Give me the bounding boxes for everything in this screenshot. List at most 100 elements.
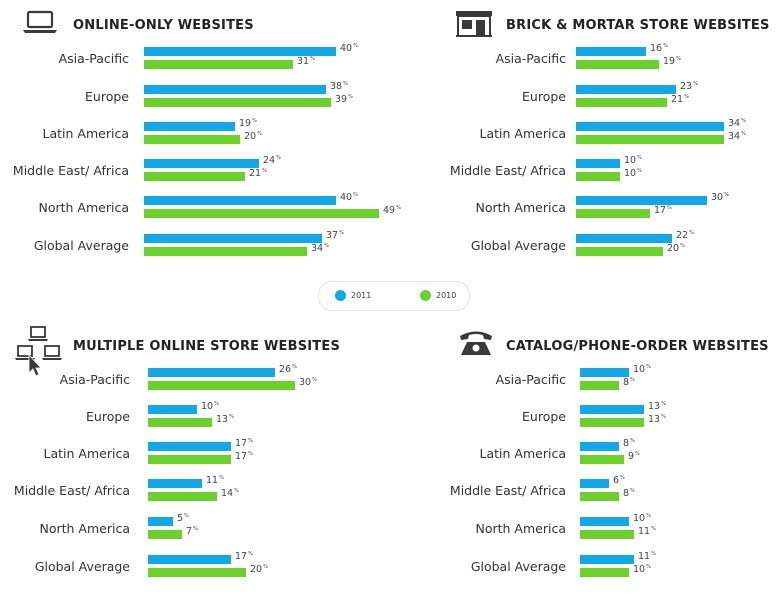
- region-label-latin-america: Latin America: [43, 446, 130, 461]
- value-label-2010-global-average: 34%: [311, 243, 329, 254]
- value-unit: %: [635, 451, 640, 457]
- region-label-middle-east-africa: Middle East/ Africa: [449, 483, 566, 498]
- value-unit: %: [263, 564, 268, 570]
- region-label-north-america: North America: [475, 521, 567, 536]
- value-number: 10: [633, 564, 646, 575]
- bar-2010-europe: [576, 98, 667, 107]
- value-label-2011-middle-east-africa: 24%: [263, 155, 281, 166]
- value-number: 8: [623, 377, 630, 388]
- bar-2011-north-america: [580, 517, 629, 526]
- value-unit: %: [661, 401, 666, 407]
- value-unit: %: [741, 131, 746, 137]
- region-label-europe: Europe: [86, 409, 130, 424]
- value-label-2011-latin-america: 8%: [623, 438, 635, 449]
- bar-2010-north-america: [576, 209, 650, 218]
- bar-2011-middle-east-africa: [580, 479, 609, 488]
- bar-2010-middle-east-africa: [576, 172, 620, 181]
- value-label-2011-global-average: 11%: [638, 551, 656, 562]
- value-unit: %: [229, 414, 234, 420]
- value-unit: %: [630, 488, 635, 494]
- region-label-global-average: Global Average: [470, 559, 566, 574]
- value-label-2011-middle-east-africa: 6%: [613, 475, 625, 486]
- panel-title-multiple-online: MULTIPLE ONLINE STORE WEBSITES: [73, 339, 341, 354]
- value-unit: %: [193, 526, 198, 532]
- bar-2010-europe: [144, 98, 331, 107]
- region-label-latin-america: Latin America: [479, 126, 566, 141]
- bar-2011-europe: [148, 405, 197, 414]
- value-label-2011-asia-pacific: 40%: [340, 43, 358, 54]
- value-unit: %: [348, 94, 353, 100]
- value-number: 34: [728, 131, 741, 142]
- value-label-2011-north-america: 30%: [711, 192, 729, 203]
- panel-title-catalog-phone: CATALOG/PHONE-ORDER WEBSITES: [506, 339, 769, 354]
- value-number: 13: [216, 414, 229, 425]
- value-unit: %: [693, 81, 698, 87]
- value-unit: %: [339, 230, 344, 236]
- value-unit: %: [353, 43, 358, 49]
- value-unit: %: [248, 451, 253, 457]
- region-label-global-average: Global Average: [470, 238, 566, 253]
- region-label-europe: Europe: [85, 89, 129, 104]
- value-unit: %: [651, 551, 656, 557]
- bar-2011-europe: [576, 85, 676, 94]
- bar-2011-asia-pacific: [580, 368, 629, 377]
- bar-2011-latin-america: [148, 442, 231, 451]
- region-label-latin-america: Latin America: [42, 126, 129, 141]
- value-number: 19: [663, 56, 676, 67]
- value-label-2010-latin-america: 34%: [728, 131, 746, 142]
- bar-2010-global-average: [576, 247, 663, 256]
- value-number: 23: [680, 81, 693, 92]
- value-number: 10: [624, 168, 637, 179]
- bar-2011-global-average: [144, 234, 322, 243]
- value-number: 31: [297, 56, 310, 67]
- value-label-2011-north-america: 5%: [177, 513, 189, 524]
- value-number: 13: [648, 401, 661, 412]
- value-label-2010-europe: 13%: [648, 414, 666, 425]
- bar-2010-europe: [148, 418, 212, 427]
- value-label-2010-europe: 13%: [216, 414, 234, 425]
- value-unit: %: [252, 118, 257, 124]
- value-unit: %: [651, 526, 656, 532]
- value-unit: %: [637, 168, 642, 174]
- region-label-asia-pacific: Asia-Pacific: [59, 372, 130, 387]
- value-label-2010-north-america: 17%: [654, 205, 672, 216]
- telephone-icon: [458, 329, 494, 362]
- value-unit: %: [310, 56, 315, 62]
- value-unit: %: [219, 475, 224, 481]
- value-number: 8: [623, 488, 630, 499]
- region-label-asia-pacific: Asia-Pacific: [495, 372, 566, 387]
- region-label-middle-east-africa: Middle East/ Africa: [12, 163, 129, 178]
- bar-2011-europe: [144, 85, 326, 94]
- bar-2010-latin-america: [580, 455, 624, 464]
- value-unit: %: [646, 564, 651, 570]
- value-unit: %: [667, 205, 672, 211]
- value-label-2011-north-america: 40%: [340, 192, 358, 203]
- legend-label-2011: 2011: [351, 291, 372, 300]
- laptop-icon: [22, 10, 58, 39]
- value-unit: %: [324, 243, 329, 249]
- value-number: 10: [633, 364, 646, 375]
- value-number: 21: [671, 94, 684, 105]
- value-label-2010-middle-east-africa: 21%: [249, 168, 267, 179]
- value-number: 34: [311, 243, 324, 254]
- value-number: 10: [633, 513, 646, 524]
- value-unit: %: [663, 43, 668, 49]
- bar-2010-global-average: [144, 247, 307, 256]
- bar-2011-north-america: [144, 196, 336, 205]
- value-number: 10: [201, 401, 214, 412]
- bar-2010-latin-america: [148, 455, 231, 464]
- value-label-2011-middle-east-africa: 11%: [206, 475, 224, 486]
- value-unit: %: [620, 475, 625, 481]
- value-unit: %: [680, 243, 685, 249]
- bar-2010-middle-east-africa: [144, 172, 245, 181]
- value-number: 17: [235, 551, 248, 562]
- value-label-2011-asia-pacific: 16%: [650, 43, 668, 54]
- region-label-asia-pacific: Asia-Pacific: [495, 51, 566, 66]
- region-label-north-america: North America: [39, 521, 131, 536]
- value-label-2010-europe: 39%: [335, 94, 353, 105]
- value-number: 14: [221, 488, 234, 499]
- value-label-2010-latin-america: 9%: [628, 451, 640, 462]
- bar-2010-global-average: [148, 568, 246, 577]
- value-label-2010-europe: 21%: [671, 94, 689, 105]
- value-label-2011-global-average: 37%: [326, 230, 344, 241]
